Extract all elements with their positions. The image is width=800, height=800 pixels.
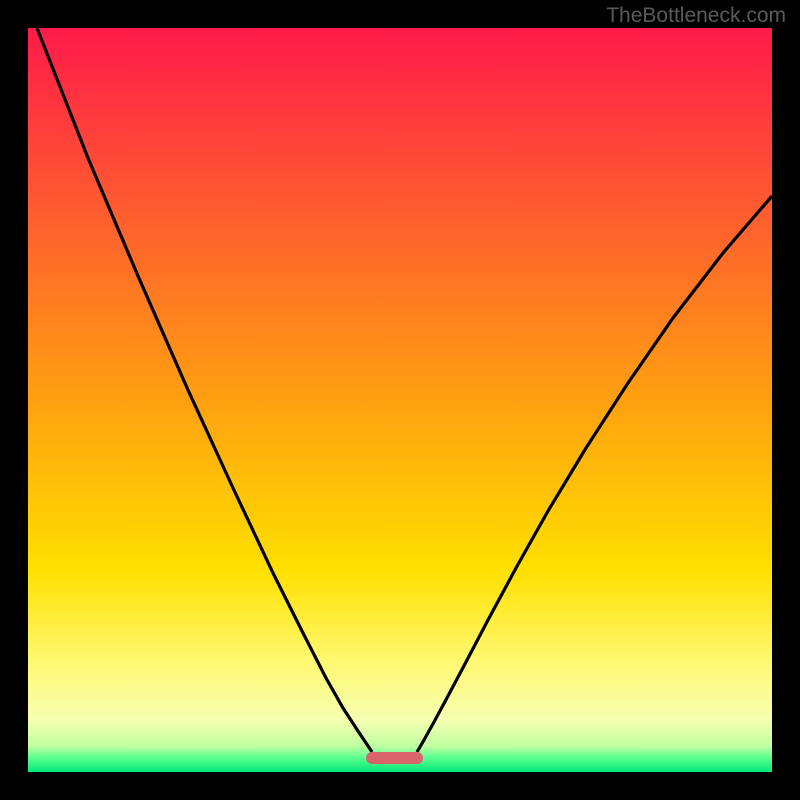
left-curve (37, 28, 372, 752)
watermark-text: TheBottleneck.com (606, 4, 786, 28)
right-curve (417, 196, 772, 752)
curve-svg (28, 28, 772, 772)
valley-marker (366, 752, 423, 765)
bottleneck-chart (28, 28, 772, 772)
